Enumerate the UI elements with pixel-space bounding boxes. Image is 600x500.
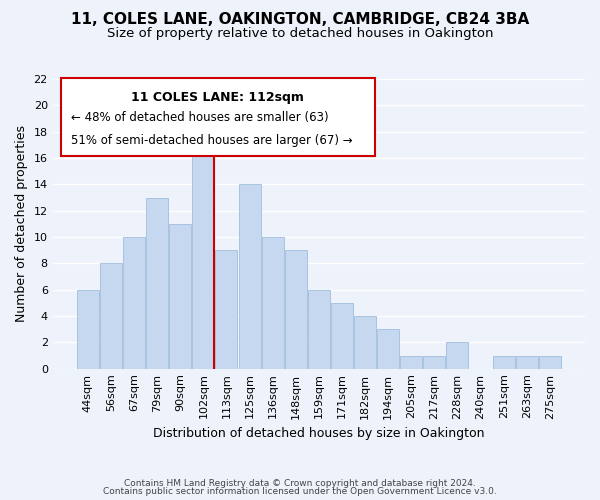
Bar [193, 118, 214, 368]
X-axis label: Distribution of detached houses by size in Oakington: Distribution of detached houses by size … [153, 427, 485, 440]
Bar [308, 290, 330, 368]
Text: Contains public sector information licensed under the Open Government Licence v3: Contains public sector information licen… [103, 487, 497, 496]
Bar [169, 224, 191, 368]
Bar [146, 198, 168, 368]
FancyBboxPatch shape [61, 78, 375, 156]
Bar [400, 356, 422, 368]
Bar [100, 264, 122, 368]
Bar [262, 237, 284, 368]
Bar [285, 250, 307, 368]
Text: 11, COLES LANE, OAKINGTON, CAMBRIDGE, CB24 3BA: 11, COLES LANE, OAKINGTON, CAMBRIDGE, CB… [71, 12, 529, 28]
Bar [377, 329, 399, 368]
Text: 11 COLES LANE: 112sqm: 11 COLES LANE: 112sqm [131, 90, 304, 104]
Bar [354, 316, 376, 368]
Text: 51% of semi-detached houses are larger (67) →: 51% of semi-detached houses are larger (… [71, 134, 353, 147]
Bar [331, 303, 353, 368]
Bar [493, 356, 515, 368]
Text: Size of property relative to detached houses in Oakington: Size of property relative to detached ho… [107, 28, 493, 40]
Bar [516, 356, 538, 368]
Bar [539, 356, 561, 368]
Bar [77, 290, 99, 368]
Bar [123, 237, 145, 368]
Text: Contains HM Land Registry data © Crown copyright and database right 2024.: Contains HM Land Registry data © Crown c… [124, 478, 476, 488]
Bar [239, 184, 260, 368]
Text: ← 48% of detached houses are smaller (63): ← 48% of detached houses are smaller (63… [71, 111, 329, 124]
Bar [424, 356, 445, 368]
Bar [446, 342, 469, 368]
Y-axis label: Number of detached properties: Number of detached properties [15, 126, 28, 322]
Bar [215, 250, 238, 368]
